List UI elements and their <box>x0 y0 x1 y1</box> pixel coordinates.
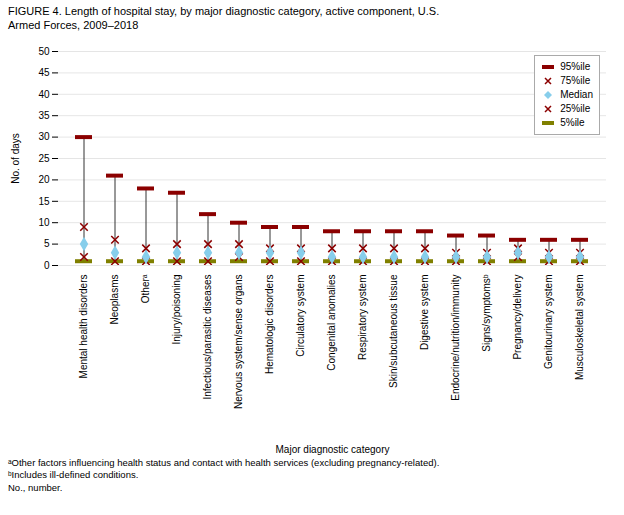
svg-text:25: 25 <box>38 152 50 163</box>
html-text:FIGURE 4. Length of hospital s: FIGURE 4. Length of hospital stay, by ma… <box>8 5 440 32</box>
svg-text:0: 0 <box>44 259 50 270</box>
svg-text:Skin/subcutaneous tissue: Skin/subcutaneous tissue <box>388 274 399 388</box>
svg-text:No. of days: No. of days <box>10 133 21 184</box>
svg-text:Circulatory system: Circulatory system <box>295 274 306 356</box>
svg-text:40: 40 <box>38 88 50 99</box>
svg-text:Neoplasms: Neoplasms <box>109 274 120 324</box>
svg-text:Signs/symptomsᵇ: Signs/symptomsᵇ <box>481 274 492 351</box>
html-text:ᵃOther factors influencing hea: ᵃOther factors influencing health status… <box>8 456 440 468</box>
svg-text:Musculoskeletal system: Musculoskeletal system <box>574 274 585 380</box>
html-text:Median: Median <box>560 88 593 100</box>
html-text:ᵇIncludes ill-defined conditio: ᵇIncludes ill-defined conditions. <box>8 469 139 481</box>
html-text:75%ile: 75%ile <box>560 74 591 86</box>
svg-text:15: 15 <box>38 195 50 206</box>
html-text:No., number.: No., number. <box>8 482 63 494</box>
svg-text:50: 50 <box>38 45 50 56</box>
svg-text:Respiratory system: Respiratory system <box>357 274 368 360</box>
svg-text:Genitourinary system: Genitourinary system <box>543 274 554 368</box>
svg-text:30: 30 <box>38 131 50 142</box>
html-text:25%ile: 25%ile <box>560 102 591 114</box>
svg-text:Endocrine/nutrition/immunity: Endocrine/nutrition/immunity <box>450 274 461 400</box>
html-text:95%ile: 95%ile <box>560 60 591 72</box>
svg-text:Injury/poisoning: Injury/poisoning <box>171 274 182 344</box>
svg-text:Mental health disorders: Mental health disorders <box>78 274 89 378</box>
svg-text:Nervous system/sense organs: Nervous system/sense organs <box>233 274 244 409</box>
html-text:5%ile: 5%ile <box>560 116 585 128</box>
svg-text:35: 35 <box>38 109 50 120</box>
svg-text:Major diagnostic category: Major diagnostic category <box>276 443 390 454</box>
svg-text:45: 45 <box>38 67 50 78</box>
svg-text:Pregnancy/delivery: Pregnancy/delivery <box>512 274 523 359</box>
svg-text:20: 20 <box>38 174 50 185</box>
svg-text:10: 10 <box>38 216 50 227</box>
svg-text:Digestive system: Digestive system <box>419 274 430 350</box>
svg-text:Otherᵃ: Otherᵃ <box>140 274 151 303</box>
svg-text:Congenital anomalies: Congenital anomalies <box>326 274 337 370</box>
svg-text:Infectious/parasitic diseases: Infectious/parasitic diseases <box>202 274 213 399</box>
svg-text:Hematologic disorders: Hematologic disorders <box>264 274 275 374</box>
svg-text:5: 5 <box>44 238 50 249</box>
